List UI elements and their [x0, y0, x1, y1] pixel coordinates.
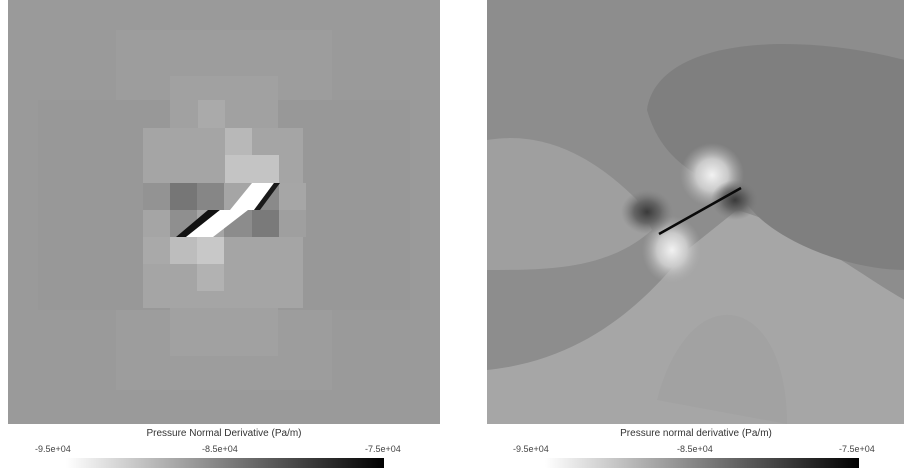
colorbar-tick-max: -7.5e+04 [365, 444, 401, 454]
colorbar-title: Pressure normal derivative (Pa/m) [620, 428, 772, 439]
crack-wedges [176, 183, 280, 237]
left-panel: Pressure Normal Derivative (Pa/m) -9.5e+… [8, 0, 440, 470]
colorbar [66, 458, 384, 468]
colorbar-tick-min: -9.5e+04 [513, 444, 549, 454]
coarse-field-plot [8, 0, 440, 424]
colorbar-title: Pressure Normal Derivative (Pa/m) [146, 428, 302, 439]
contour-bands [487, 44, 904, 424]
right-panel: Pressure normal derivative (Pa/m) -9.5e+… [487, 0, 904, 470]
colorbar-tick-max: -7.5e+04 [839, 444, 875, 454]
crack-singularity [621, 143, 759, 284]
colorbar-tick-mid: -8.5e+04 [202, 444, 238, 454]
colorbar [545, 458, 859, 468]
colorbar-tick-mid: -8.5e+04 [677, 444, 713, 454]
colorbar-tick-min: -9.5e+04 [35, 444, 71, 454]
smooth-field-plot [487, 0, 904, 424]
